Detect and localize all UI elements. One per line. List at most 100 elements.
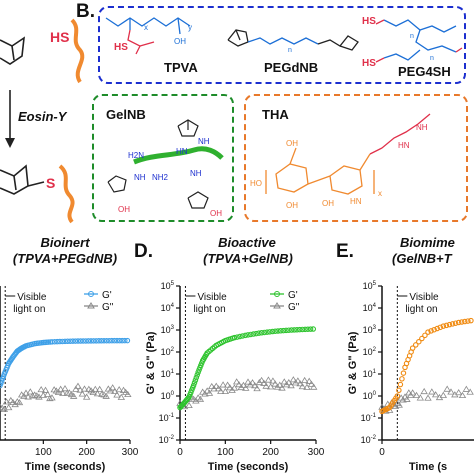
polymer-structures: HS x y OH TPVA n PEGdNB HS HS n n PEG4SH	[105, 16, 463, 79]
g-prime-point	[106, 337, 112, 344]
peg4sh-n1-label: n	[410, 33, 414, 40]
annotation-visible: Visible	[197, 292, 227, 303]
g-prime-point	[111, 337, 118, 344]
g-double-prime-point	[117, 393, 126, 400]
g-double-prime-point	[2, 398, 11, 405]
g-prime-point	[307, 326, 314, 332]
g-double-prime-point	[41, 386, 50, 393]
y-axis-label: G' & G" (Pa)	[145, 331, 157, 394]
g-prime-point	[452, 320, 459, 326]
g-double-prime-point	[74, 382, 82, 389]
g-double-prime-point	[192, 397, 200, 404]
y-tick-label: 100	[363, 391, 377, 401]
tha-nh-label: NH	[416, 123, 428, 132]
g-prime-point	[283, 327, 289, 334]
g-prime-point	[239, 333, 246, 339]
y-tick-label: 10-2	[361, 435, 377, 445]
g-double-prime-point	[289, 376, 298, 383]
g-prime-point	[258, 329, 265, 336]
legend-marker-g-prime	[88, 291, 94, 297]
g-prime-point	[194, 372, 200, 378]
g-prime-point	[193, 374, 200, 381]
g-prime-point	[428, 328, 434, 334]
g-prime-point	[237, 333, 243, 340]
g-double-prime-point	[242, 384, 250, 391]
gelnb-nh-label: NH	[198, 137, 210, 146]
g-double-prime-point	[269, 377, 277, 384]
x-axis-label: Time (seconds)	[208, 461, 289, 473]
g-double-prime-point	[271, 380, 279, 387]
y-tick-label: 100	[161, 391, 175, 401]
g-double-prime-point	[212, 382, 220, 389]
g-prime-point	[267, 329, 273, 335]
g-prime-point	[64, 338, 71, 345]
product-ring-icon	[0, 164, 45, 195]
gelnb-oh-right: OH	[210, 209, 222, 218]
tha-x-label: x	[378, 189, 382, 198]
gelnb-box	[92, 94, 234, 222]
g-double-prime-point	[408, 389, 417, 396]
tpva-structure	[105, 17, 191, 55]
peg4sh-hs-bottom: HS	[362, 58, 376, 69]
pegdnb-n-label: n	[288, 47, 292, 54]
g-prime-point	[264, 329, 270, 335]
g-prime-point	[419, 335, 425, 342]
norbornene-icon	[0, 36, 25, 65]
legend-label-g-double-prime: G"	[102, 302, 114, 313]
g-double-prime-point	[280, 378, 288, 385]
g-prime-point	[57, 338, 63, 345]
g-prime-point	[72, 338, 79, 344]
g-prime-point	[75, 338, 81, 344]
peg4sh-structure	[375, 19, 463, 63]
orange-chain-icon	[70, 18, 85, 84]
y-axis-label: G' & G" (Pa)	[347, 331, 359, 394]
g-prime-point	[465, 318, 471, 324]
legend-label-g-prime: G'	[102, 290, 112, 301]
g-prime-point	[446, 321, 453, 328]
g-double-prime-point	[439, 391, 448, 398]
g-double-prime-point	[428, 388, 436, 395]
y-tick-label: 10-2	[159, 435, 175, 445]
x-tick-label: 200	[262, 447, 279, 458]
g-prime-point	[310, 326, 317, 332]
x-axis-label: Time (seconds)	[25, 461, 106, 473]
g-double-prime-point	[24, 393, 32, 400]
g-double-prime-point	[205, 389, 214, 396]
tpva-label: TPVA	[164, 60, 198, 75]
g-prime-point	[250, 331, 257, 337]
gelnb-oh-left: OH	[118, 205, 130, 214]
g-prime-point	[191, 380, 198, 386]
g-double-prime-point	[106, 387, 115, 394]
x-tick-label: 300	[308, 447, 325, 458]
g-prime-point	[124, 337, 131, 344]
legend-label-g-double-prime: G"	[288, 302, 300, 313]
g-double-prime-point	[239, 381, 248, 388]
g-double-prime-point	[89, 388, 97, 396]
y-tick-label: 103	[363, 325, 377, 335]
g-double-prime-point	[217, 387, 225, 394]
g-double-prime-point	[93, 390, 102, 397]
g-double-prime-point	[291, 379, 300, 386]
g-prime-point	[440, 323, 447, 329]
g-double-prime-point	[82, 393, 91, 400]
g-double-prime-point	[230, 384, 239, 391]
tha-oh3-label: OH	[322, 199, 334, 208]
g-double-prime-point	[4, 403, 13, 411]
pegdnb-label: PEGdNB	[264, 60, 318, 75]
x-tick-label: 100	[35, 447, 52, 458]
tha-oh1-label: OH	[286, 139, 298, 148]
g-prime-point	[261, 329, 268, 336]
gelnb-hn-label: HN	[176, 147, 188, 156]
g-prime-point	[455, 319, 462, 326]
y-tick-label: 105	[363, 281, 377, 291]
g-double-prime-point	[26, 388, 35, 395]
legend-label-g-prime: G'	[288, 290, 298, 301]
g-double-prime-point	[399, 396, 407, 403]
g-double-prime-point	[420, 387, 428, 395]
tha-label: THA	[262, 107, 289, 122]
g-double-prime-point	[56, 385, 65, 392]
s-label-a: S	[46, 175, 55, 191]
x-tick-label: 300	[122, 447, 139, 458]
g-prime-point	[101, 337, 107, 344]
g-double-prime-point	[298, 382, 307, 390]
